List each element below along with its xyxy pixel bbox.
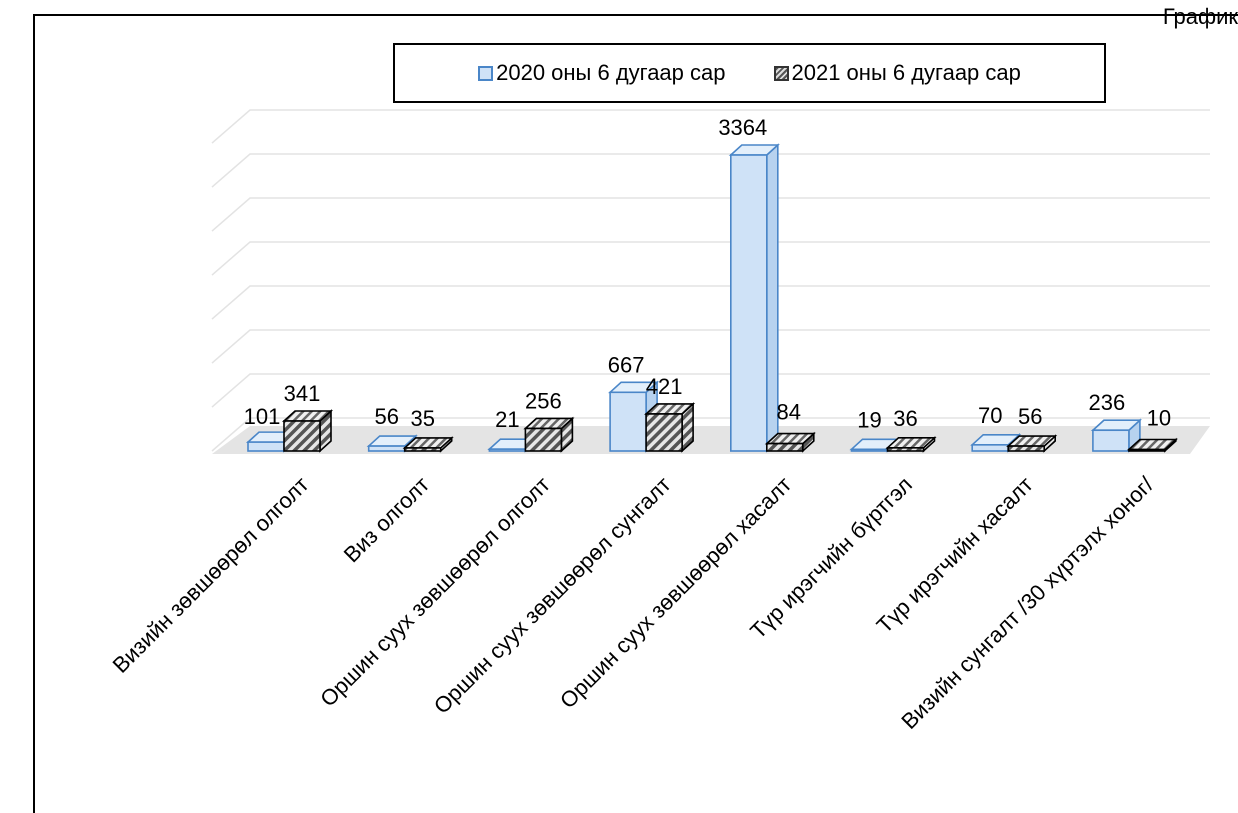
legend-swatch-2020 bbox=[478, 65, 494, 81]
bar-series1-cat5 bbox=[885, 436, 937, 453]
bars-layer bbox=[245, 143, 1178, 453]
legend-label-2021: 2021 оны 6 дугаар сар bbox=[791, 60, 1021, 85]
bar-series1-cat0 bbox=[281, 409, 334, 453]
category-label-0: Визийн зөвшөөрөл олголт bbox=[108, 472, 314, 678]
bar-series1-cat7 bbox=[1126, 437, 1178, 453]
data-label-series1-cat2: 256 bbox=[525, 388, 562, 413]
data-label-series1-cat5: 36 bbox=[893, 406, 917, 431]
data-label-series1-cat7: 10 bbox=[1147, 406, 1171, 431]
bar-series1-cat3 bbox=[644, 402, 696, 453]
legend-label-2020: 2020 оны 6 дугаар сар bbox=[496, 60, 726, 85]
gridline bbox=[211, 153, 1210, 188]
data-label-series0-cat7: 236 bbox=[1089, 390, 1126, 415]
legend-swatch-2021 bbox=[773, 65, 789, 81]
data-label-series1-cat6: 56 bbox=[1018, 404, 1042, 429]
gridline bbox=[211, 329, 1210, 364]
category-label-4: Оршин суух зөвшөөрөл хасалт bbox=[555, 472, 796, 713]
data-label-series1-cat1: 35 bbox=[410, 406, 434, 431]
gridline bbox=[211, 241, 1210, 276]
data-label-series0-cat0: 101 bbox=[244, 404, 281, 429]
data-label-series1-cat0: 341 bbox=[284, 381, 321, 406]
gridline bbox=[211, 197, 1210, 232]
gridline bbox=[211, 373, 1210, 408]
data-label-series0-cat4: 3364 bbox=[718, 115, 767, 140]
legend-item-2020: 2020 оны 6 дугаар сар bbox=[478, 60, 726, 86]
chart-floor bbox=[212, 426, 1210, 454]
bar-series1-cat4 bbox=[764, 431, 816, 453]
bar-series1-cat2 bbox=[523, 416, 575, 453]
chart-frame: График bbox=[33, 4, 1238, 813]
category-label-3: Оршин суух зөвшөөрөл сунгалт bbox=[429, 472, 676, 719]
bar-series1-cat6 bbox=[1006, 434, 1058, 453]
data-label-series0-cat2: 21 bbox=[495, 407, 519, 432]
data-label-series1-cat3: 421 bbox=[646, 374, 683, 399]
bar-series0-cat4 bbox=[728, 143, 780, 453]
gridline bbox=[211, 417, 1210, 452]
data-label-series0-cat3: 667 bbox=[608, 352, 645, 377]
legend-item-2021: 2021 оны 6 дугаар сар bbox=[773, 60, 1021, 86]
data-label-series0-cat6: 70 bbox=[978, 403, 1002, 428]
chart-legend: 2020 оны 6 дугаар сар 2021 оны 6 дугаар … bbox=[393, 43, 1106, 103]
data-label-series0-cat1: 56 bbox=[374, 404, 398, 429]
category-label-2: Оршин суух зөвшөөрөл олголт bbox=[315, 472, 555, 712]
bar-series1-cat1 bbox=[402, 436, 454, 453]
category-label-1: Виз олголт bbox=[339, 472, 434, 567]
data-label-series0-cat5: 19 bbox=[857, 407, 881, 432]
data-label-series1-cat4: 84 bbox=[777, 400, 801, 425]
gridline bbox=[211, 285, 1210, 320]
category-label-7: Визийн сунгалт /30 хүртэлх хоног/ bbox=[896, 471, 1159, 734]
chart-corner-label: График bbox=[1162, 4, 1238, 29]
gridline bbox=[211, 109, 1210, 144]
chart-floor-plane bbox=[212, 426, 1210, 454]
grid-layer bbox=[211, 109, 1210, 452]
